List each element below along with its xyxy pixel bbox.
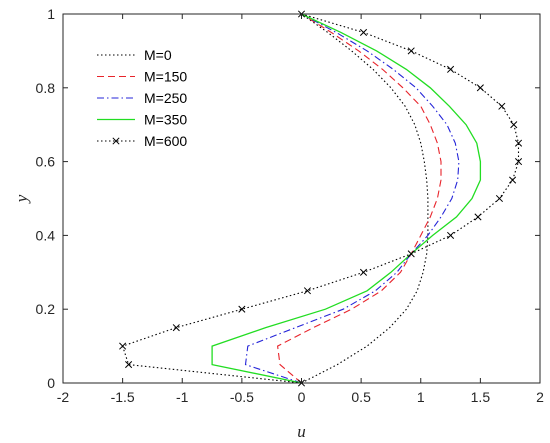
x-tick-label: 1.5 bbox=[471, 389, 491, 405]
marker-M=600-15 bbox=[498, 102, 506, 110]
y-tick-label: 0.4 bbox=[36, 227, 56, 243]
y-tick-label: 0.6 bbox=[36, 154, 56, 170]
y-tick-label: 0 bbox=[47, 375, 55, 391]
legend-item: M=250 bbox=[97, 90, 187, 106]
x-axis-label: u bbox=[297, 422, 306, 441]
y-tick-label: 0.2 bbox=[36, 301, 56, 317]
x-tick-label: -1 bbox=[176, 389, 189, 405]
marker-M=600-3 bbox=[172, 324, 180, 332]
legend-label: M=350 bbox=[144, 112, 187, 128]
series-line-M=250 bbox=[244, 14, 460, 383]
marker-M=600-5 bbox=[303, 287, 312, 295]
marker-M=600-14 bbox=[510, 121, 518, 129]
marker-M=600-19 bbox=[359, 28, 368, 37]
marker-M=600-7 bbox=[407, 250, 415, 258]
x-tick-label: -2 bbox=[57, 389, 70, 405]
legend-item: M=350 bbox=[97, 112, 187, 128]
legend-marker bbox=[112, 137, 120, 145]
legend-item: M=0 bbox=[97, 47, 172, 63]
x-tick-label: -1.5 bbox=[111, 389, 135, 405]
axes: -2 -1.5 -1 -0.5 0 0.5 1 1.5 2 0 0.2 0.4 0.6 0.8 1 bbox=[36, 6, 545, 405]
legend-item: M=600 bbox=[97, 133, 187, 149]
x-tick-label: -0.5 bbox=[230, 389, 254, 405]
legend-label: M=600 bbox=[144, 133, 187, 149]
marker-M=600-18 bbox=[407, 47, 415, 55]
plot-area bbox=[119, 10, 523, 387]
marker-M=600-6 bbox=[359, 268, 368, 276]
y-tick-label: 0.8 bbox=[36, 80, 56, 96]
legend-label: M=150 bbox=[144, 69, 187, 85]
y-axis-label: y bbox=[12, 194, 31, 204]
marker-M=600-12 bbox=[514, 158, 523, 166]
legend: M=0 M=150 M=250 M=350 M=600 bbox=[97, 47, 187, 149]
marker-M=600-1 bbox=[125, 360, 133, 369]
legend-label: M=0 bbox=[144, 47, 172, 63]
marker-M=600-13 bbox=[514, 139, 523, 147]
marker-M=600-16 bbox=[476, 84, 484, 92]
series-line-M=0 bbox=[301, 14, 429, 383]
marker-M=600-17 bbox=[447, 65, 455, 73]
marker-M=600-9 bbox=[474, 213, 482, 221]
series-line-M=350 bbox=[211, 14, 482, 383]
marker-M=600-4 bbox=[238, 305, 246, 313]
marker-M=600-2 bbox=[119, 342, 127, 350]
y-tick-label: 1 bbox=[47, 6, 55, 22]
axes-box bbox=[62, 13, 541, 384]
marker-M=600-8 bbox=[447, 231, 455, 239]
x-tick-label: 2 bbox=[536, 389, 544, 405]
series-line-M=150 bbox=[277, 14, 442, 383]
x-tick-label: 0.5 bbox=[351, 389, 371, 405]
x-tick-label: 0 bbox=[298, 389, 306, 405]
legend-label: M=250 bbox=[144, 90, 187, 106]
marker-M=600-10 bbox=[495, 194, 504, 203]
x-tick-label: 1 bbox=[417, 389, 425, 405]
marker-M=600-11 bbox=[509, 176, 517, 184]
legend-item: M=150 bbox=[97, 69, 187, 85]
